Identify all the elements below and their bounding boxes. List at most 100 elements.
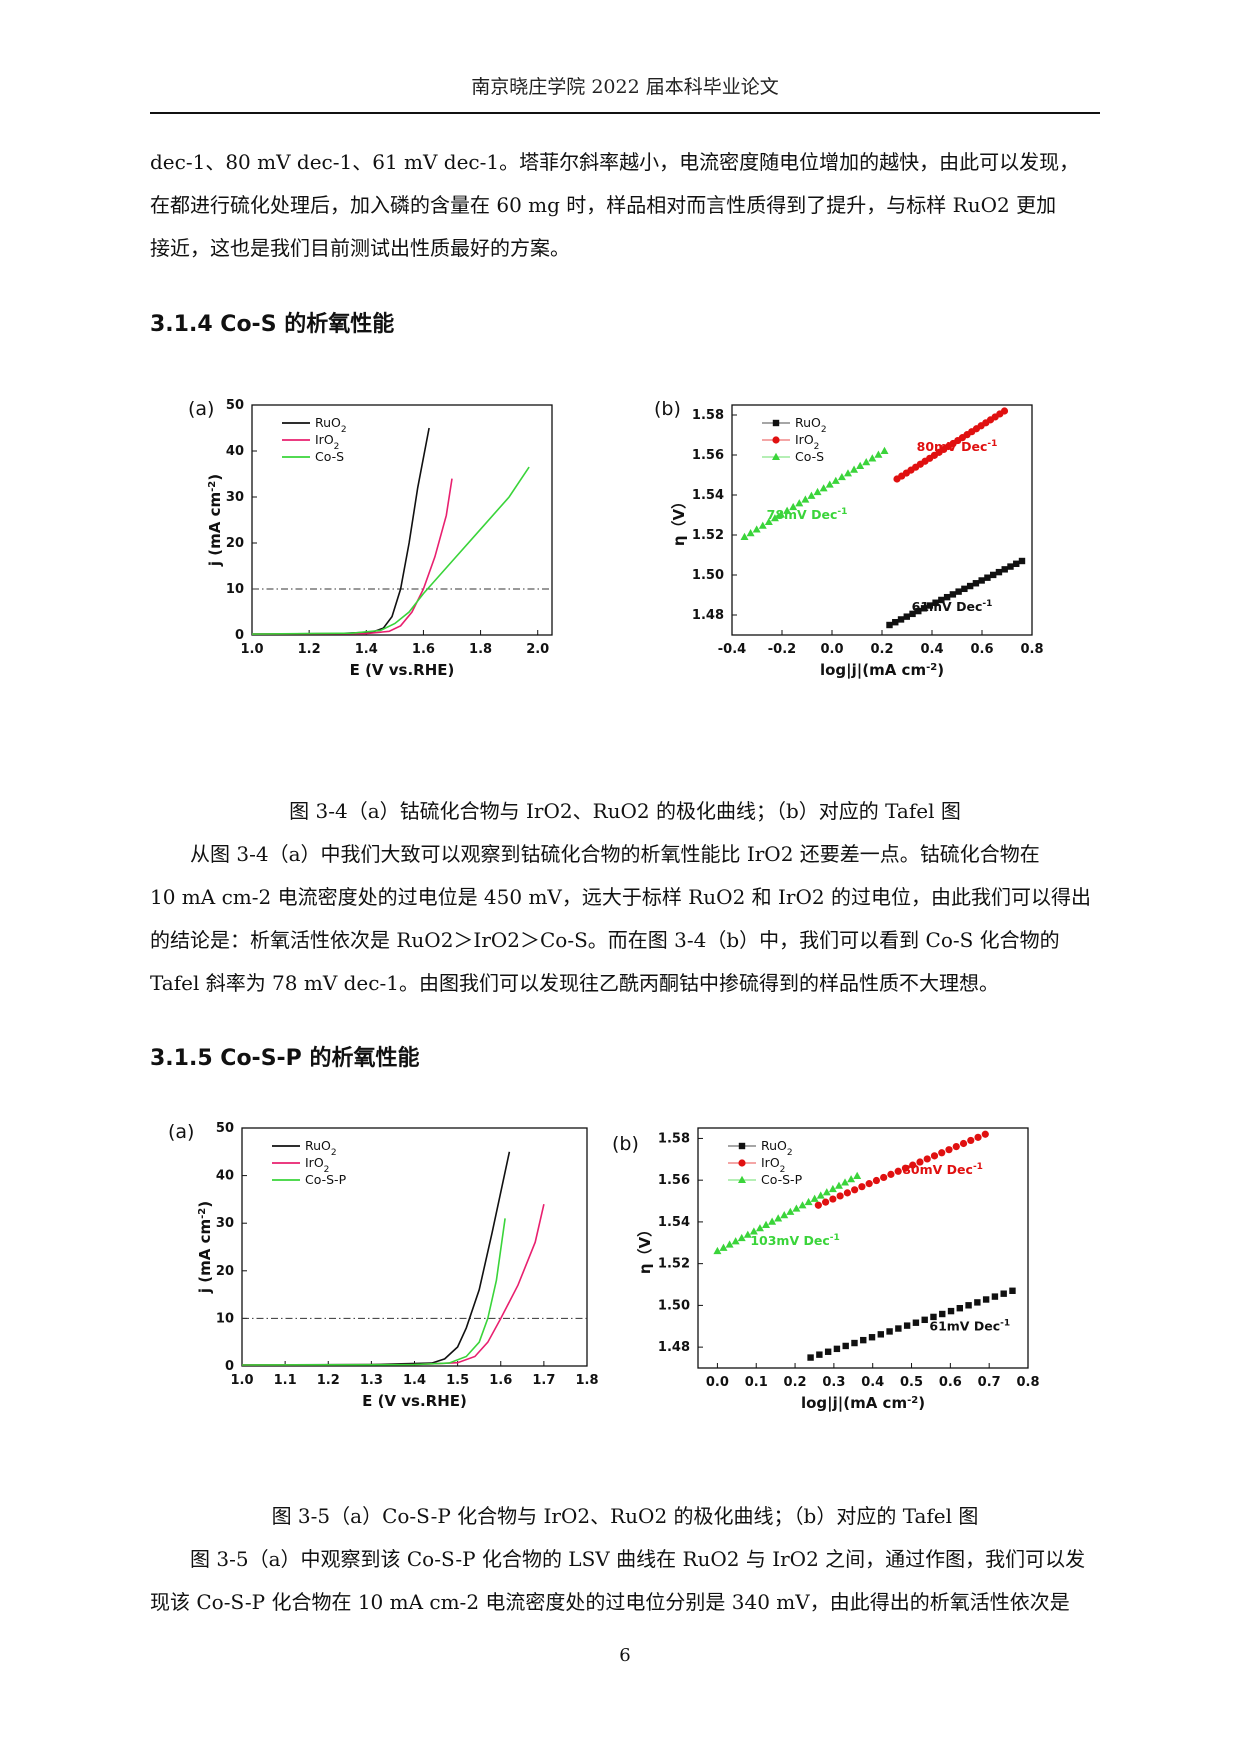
x-tick-label: 0.0 <box>706 1375 729 1390</box>
y-axis-label: j (mA cm-2) <box>206 474 224 567</box>
paragraph-2-line-3: 的结论是：析氧活性依次是 RuO2＞IrO2＞Co-S。而在图 3-4（b）中，… <box>150 928 1060 952</box>
page-header: 南京晓庄学院 2022 届本科毕业论文 <box>471 76 779 98</box>
y-tick-label: 0 <box>225 1359 234 1374</box>
x-tick-label: 1.4 <box>403 1373 426 1388</box>
data-point-IrO2 <box>880 1173 888 1182</box>
data-point-Co-S-P <box>762 1220 771 1228</box>
data-point-IrO2 <box>872 1176 881 1185</box>
data-point-RuO2 <box>833 1345 841 1353</box>
slope-annotation: 61mV Dec-1 <box>912 599 993 614</box>
y-tick-label: 30 <box>216 1216 234 1231</box>
data-point-IrO2 <box>901 1164 910 1172</box>
data-point-Co-S-P <box>834 1181 843 1189</box>
series-line-IrO2 <box>251 478 453 635</box>
data-point-RuO2 <box>860 1336 867 1344</box>
slope-annotation: 103mV Dec-1 <box>750 1233 839 1248</box>
data-point-IrO2 <box>923 1155 931 1163</box>
legend-marker <box>772 436 780 444</box>
data-point-RuO2 <box>915 607 922 615</box>
legend-marker <box>738 1175 746 1183</box>
data-point-IrO2 <box>952 1143 960 1151</box>
data-point-Co-S <box>758 521 767 529</box>
data-point-RuO2 <box>897 616 905 623</box>
data-point-Co-S-P <box>828 1184 837 1193</box>
data-point-RuO2 <box>921 1316 928 1324</box>
y-axis-label: η（V） <box>636 1222 654 1274</box>
data-point-RuO2 <box>920 605 928 612</box>
data-point-Co-S-P <box>841 1178 850 1186</box>
data-point-RuO2 <box>1018 557 1026 565</box>
data-point-RuO2 <box>877 1331 885 1338</box>
x-tick-label: 2.0 <box>526 642 549 657</box>
legend-label: Co-S <box>795 449 824 464</box>
paragraph-3-line-2: 现该 Co-S-P 化合物在 10 mA cm-2 电流密度处的过电位分别是 3… <box>150 1590 1070 1614</box>
figure-3-4b-chart: (b) -0.4 -0.2 0.0 0.2 0.4 0.6 0.8 1.48 1.50 1.52 1.… <box>654 398 1044 680</box>
x-tick-label: 1.6 <box>412 642 435 657</box>
header-rule <box>150 112 1100 114</box>
y-tick-label: 1.56 <box>692 448 724 463</box>
data-point-Co-S <box>783 506 792 514</box>
figure-3-4a-chart: (a) 1.0 1.2 1.4 1.6 1.8 2.0 0 10 20 30 40 50 E (V vs.… <box>188 398 553 679</box>
y-tick-label: 1.54 <box>658 1215 690 1230</box>
y-tick-label: 40 <box>216 1169 234 1184</box>
data-point-Co-S <box>746 529 755 537</box>
data-point-IrO2 <box>916 1158 924 1166</box>
data-point-IrO2 <box>909 1161 917 1169</box>
y-tick-label: 0 <box>235 628 244 643</box>
data-point-RuO2 <box>1001 566 1008 573</box>
y-tick-label: 1.48 <box>658 1340 690 1355</box>
data-point-IrO2 <box>967 1136 975 1145</box>
data-point-RuO2 <box>816 1351 823 1358</box>
x-tick-label: 0.0 <box>820 642 843 657</box>
data-point-RuO2 <box>978 577 985 584</box>
data-point-RuO2 <box>851 1339 858 1347</box>
legend-label: Co-S-P <box>305 1172 347 1187</box>
legend-marker <box>738 1159 746 1167</box>
panel-label: (a) <box>188 398 214 420</box>
data-point-Co-S-P <box>737 1233 746 1242</box>
y-tick-label: 40 <box>226 444 244 459</box>
data-point-RuO2 <box>949 591 957 598</box>
figure-3-5a-chart: (a) 1.0 1.1 1.2 1.3 1.4 1.5 1.6 1.7 1.8 0 10 20 30 40 5… <box>168 1121 599 1410</box>
x-axis-label: log|j|(mA cm-2) <box>820 661 944 680</box>
paragraph-1: dec-1、80 mV dec-1、61 mV dec-1。塔菲尔斜率越小，电流… <box>150 141 1100 270</box>
legend-marker <box>772 452 780 460</box>
slope-annotation: 61mV Dec-1 <box>929 1318 1010 1333</box>
data-point-Co-S-P <box>780 1210 789 1219</box>
data-point-RuO2 <box>974 1299 981 1306</box>
x-axis-label: E (V vs.RHE) <box>350 661 455 679</box>
data-point-RuO2 <box>926 602 934 609</box>
data-point-Co-S-P <box>792 1204 801 1212</box>
series-line-RuO2 <box>241 1151 511 1366</box>
x-tick-label: 1.4 <box>355 642 378 657</box>
data-point-RuO2 <box>886 621 893 629</box>
data-point-RuO2 <box>972 580 980 587</box>
legend-label: RuO2 <box>305 1138 337 1158</box>
data-point-RuO2 <box>982 1296 990 1303</box>
data-point-IrO2 <box>836 1192 844 1200</box>
data-point-Co-S-P <box>768 1217 777 1225</box>
x-tick-label: 1.1 <box>274 1373 297 1388</box>
data-point-RuO2 <box>1000 1290 1007 1297</box>
slope-annotation: 78mV Dec-1 <box>767 507 848 522</box>
data-point-Co-S-P <box>853 1171 862 1179</box>
data-point-RuO2 <box>947 1307 955 1315</box>
legend-marker <box>738 1142 746 1150</box>
data-point-IrO2 <box>822 1198 830 1206</box>
data-point-RuO2 <box>868 1334 876 1341</box>
legend-label: IrO2 <box>795 432 819 452</box>
data-point-IrO2 <box>974 1133 982 1141</box>
x-tick-label: 1.5 <box>446 1373 469 1388</box>
data-point-RuO2 <box>956 1305 964 1312</box>
data-point-RuO2 <box>903 1322 911 1329</box>
data-point-Co-S <box>813 487 822 496</box>
data-point-Co-S <box>777 510 786 518</box>
data-point-Co-S-P <box>847 1175 856 1183</box>
x-axis-label: E (V vs.RHE) <box>362 1392 467 1410</box>
slope-annotation: 80mV Dec-1 <box>902 1162 983 1177</box>
data-point-IrO2 <box>894 1167 902 1175</box>
data-point-Co-S <box>770 514 779 522</box>
data-point-RuO2 <box>955 588 962 595</box>
legend-label: RuO2 <box>315 415 347 435</box>
y-tick-label: 1.52 <box>658 1257 690 1272</box>
